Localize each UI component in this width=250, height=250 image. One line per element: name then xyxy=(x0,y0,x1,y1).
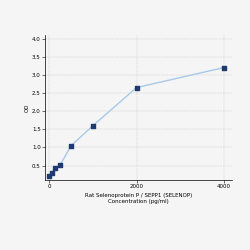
Point xyxy=(69,144,73,148)
Point xyxy=(47,174,51,178)
Y-axis label: OD: OD xyxy=(24,103,29,112)
X-axis label: Rat Selenoprotein P / SEPP1 (SELENOP)
Concentration (pg/ml): Rat Selenoprotein P / SEPP1 (SELENOP) Co… xyxy=(85,193,192,204)
Point xyxy=(91,124,95,128)
Point xyxy=(50,172,54,175)
Point xyxy=(134,86,138,89)
Point xyxy=(53,166,57,170)
Point xyxy=(58,163,62,167)
Point xyxy=(222,66,226,70)
